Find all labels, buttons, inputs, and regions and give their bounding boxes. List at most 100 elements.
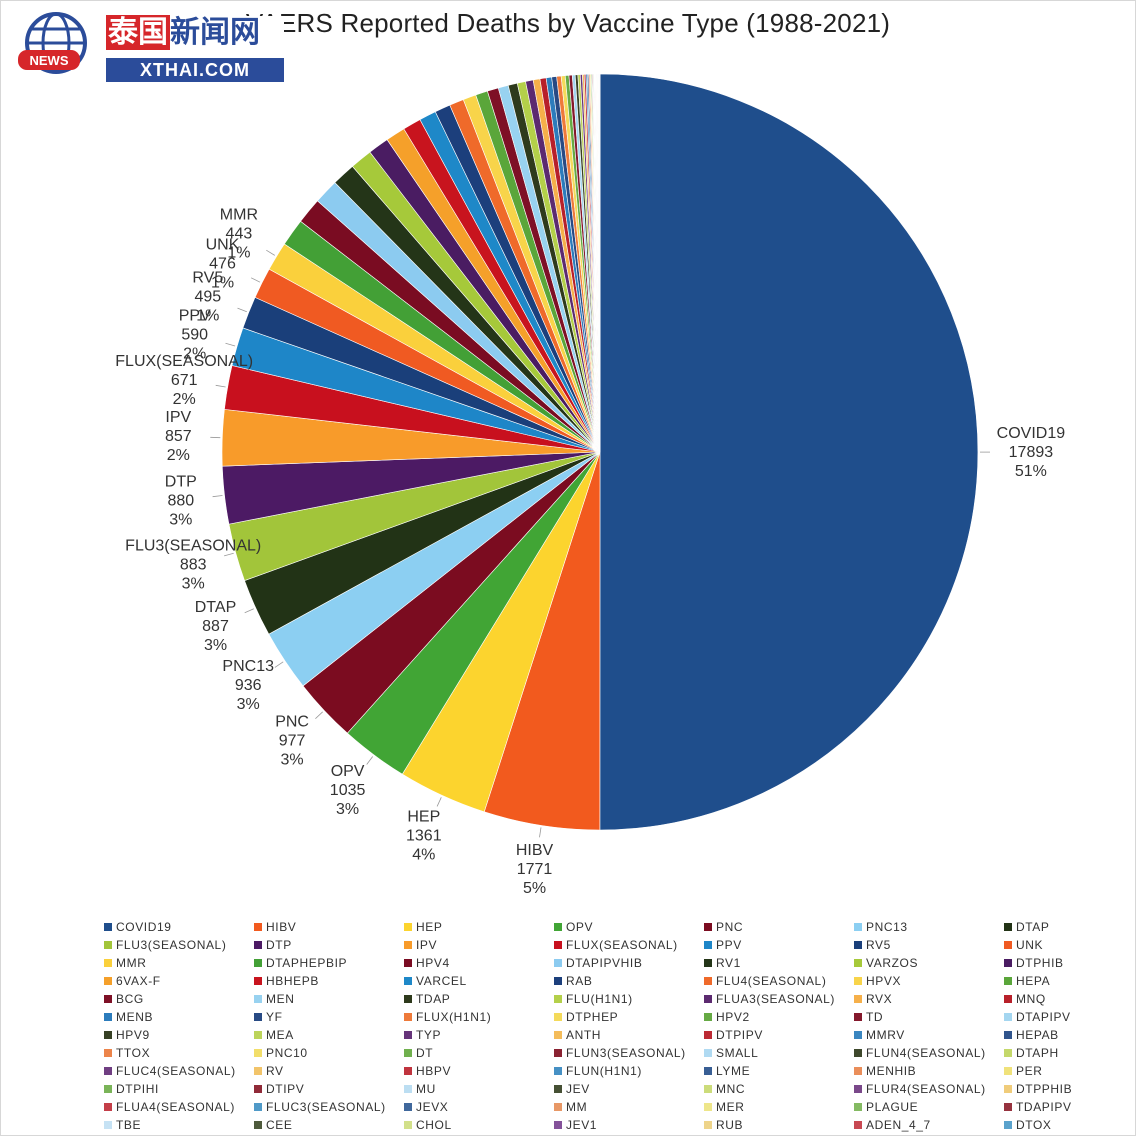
- legend-label: IPV: [416, 938, 438, 952]
- legend-label: HBPV: [416, 1064, 452, 1078]
- legend-label: FLUX(H1N1): [416, 1010, 492, 1024]
- legend-label: CHOL: [416, 1118, 452, 1132]
- legend-swatch: [704, 1103, 712, 1111]
- legend-item-varzos: VARZOS: [854, 954, 1004, 972]
- legend-label: FLUN4(SEASONAL): [866, 1046, 986, 1060]
- legend-label: HIBV: [266, 920, 297, 934]
- legend-item-hbpv: HBPV: [404, 1062, 554, 1080]
- legend-label: HPV2: [716, 1010, 750, 1024]
- legend-label: DTPPHIB: [1016, 1082, 1073, 1096]
- legend-swatch: [704, 995, 712, 1003]
- legend-swatch: [854, 923, 862, 931]
- legend-swatch: [254, 923, 262, 931]
- legend-item-dtp: DTP: [254, 936, 404, 954]
- legend-swatch: [554, 1121, 562, 1129]
- data-label-hibv: HIBV 1771 5%: [516, 842, 554, 897]
- leader-line-opv: [366, 756, 374, 765]
- legend-swatch: [254, 941, 262, 949]
- legend-swatch: [854, 1049, 862, 1057]
- leader-line-pnc13: [274, 661, 284, 668]
- legend-swatch: [1004, 977, 1012, 985]
- legend-label: SMALL: [716, 1046, 759, 1060]
- legend-swatch: [704, 941, 712, 949]
- data-label-hep: HEP 1361 4%: [406, 808, 442, 863]
- legend-swatch: [404, 1031, 412, 1039]
- leader-line-dtap: [244, 608, 254, 614]
- leader-line-ppv: [225, 342, 236, 347]
- legend-item-flux-h1n1: FLUX(H1N1): [404, 1008, 554, 1026]
- legend-swatch: [254, 995, 262, 1003]
- data-label-flux-seasonal: FLUX(SEASONAL) 671 2%: [115, 353, 253, 408]
- legend-item-flu-h1n1: FLU(H1N1): [554, 990, 704, 1008]
- legend-item-chol: CHOL: [404, 1116, 554, 1134]
- legend-item-dtpihi: DTPIHI: [104, 1080, 254, 1098]
- legend-label: MU: [416, 1082, 436, 1096]
- legend-swatch: [704, 1067, 712, 1075]
- legend-label: FLUA4(SEASONAL): [116, 1100, 236, 1114]
- legend-swatch: [854, 1121, 862, 1129]
- data-label-rv5: RV5 495 1%: [192, 269, 223, 324]
- legend-item-pnc10: PNC10: [254, 1044, 404, 1062]
- legend-item-flun-h1n1: FLUN(H1N1): [554, 1062, 704, 1080]
- legend-swatch: [1004, 941, 1012, 949]
- legend-item-dtapipvhib: DTAPIPVHIB: [554, 954, 704, 972]
- legend-item-flun4-seasonal: FLUN4(SEASONAL): [854, 1044, 1004, 1062]
- legend-swatch: [104, 1121, 112, 1129]
- legend-item-pnc: PNC: [704, 918, 854, 936]
- watermark-logo: NEWS 泰国新闻网 XTHAI.COM: [8, 6, 284, 82]
- data-label-pnc: PNC 977 3%: [275, 714, 309, 769]
- legend-item-hpv9: HPV9: [104, 1026, 254, 1044]
- legend-item-rub: RUB: [704, 1116, 854, 1134]
- leader-line-unk: [250, 277, 261, 283]
- legend-swatch: [554, 1103, 562, 1111]
- data-label-mmr: MMR 443 1%: [220, 207, 258, 262]
- globe-icon: NEWS: [18, 12, 87, 74]
- data-label-pnc13: PNC13 936 3%: [222, 658, 274, 713]
- leader-line-dtp: [212, 495, 223, 498]
- legend-swatch: [1004, 1031, 1012, 1039]
- legend-swatch: [554, 1013, 562, 1021]
- legend-swatch: [404, 1103, 412, 1111]
- legend-item-dtphep: DTPHEP: [554, 1008, 704, 1026]
- legend-label: DTP: [266, 938, 292, 952]
- legend-label: MEA: [266, 1028, 294, 1042]
- legend-item-lyme: LYME: [704, 1062, 854, 1080]
- legend-label: FLUC4(SEASONAL): [116, 1064, 236, 1078]
- legend-item-varcel: VARCEL: [404, 972, 554, 990]
- legend-label: FLUX(SEASONAL): [566, 938, 678, 952]
- legend-label: BCG: [116, 992, 144, 1006]
- legend-swatch: [104, 923, 112, 931]
- legend-item-flun3-seasonal: FLUN3(SEASONAL): [554, 1044, 704, 1062]
- legend-item-td: TD: [854, 1008, 1004, 1026]
- legend-swatch: [254, 977, 262, 985]
- legend-swatch: [254, 1031, 262, 1039]
- legend-label: JEVX: [416, 1100, 449, 1114]
- legend-item-6vax-f: 6VAX-F: [104, 972, 254, 990]
- legend-swatch: [704, 1031, 712, 1039]
- legend-label: DTIPV: [266, 1082, 305, 1096]
- legend-item-anth: ANTH: [554, 1026, 704, 1044]
- legend-label: HEP: [416, 920, 443, 934]
- legend-item-ttox: TTOX: [104, 1044, 254, 1062]
- data-label-ipv: IPV 857 2%: [165, 409, 192, 464]
- legend-item-rv5: RV5: [854, 936, 1004, 954]
- legend-swatch: [854, 995, 862, 1003]
- legend-label: MMR: [116, 956, 147, 970]
- leader-line-rv5: [237, 307, 247, 313]
- legend-label: FLU(H1N1): [566, 992, 633, 1006]
- legend-swatch: [254, 1067, 262, 1075]
- legend-swatch: [554, 923, 562, 931]
- legend-swatch: [254, 1049, 262, 1057]
- legend-label: TDAPIPV: [1016, 1100, 1072, 1114]
- legend-item-dtaph: DTAPH: [1004, 1044, 1136, 1062]
- legend-swatch: [104, 1031, 112, 1039]
- legend-item-dtaphepbip: DTAPHEPBIP: [254, 954, 404, 972]
- legend-label: FLUN(H1N1): [566, 1064, 643, 1078]
- legend-swatch: [1004, 1049, 1012, 1057]
- legend-label: RV5: [866, 938, 891, 952]
- legend-item-hepa: HEPA: [1004, 972, 1136, 990]
- legend-item-menhib: MENHIB: [854, 1062, 1004, 1080]
- legend-swatch: [704, 1121, 712, 1129]
- legend-label: MM: [566, 1100, 588, 1114]
- legend-item-men: MEN: [254, 990, 404, 1008]
